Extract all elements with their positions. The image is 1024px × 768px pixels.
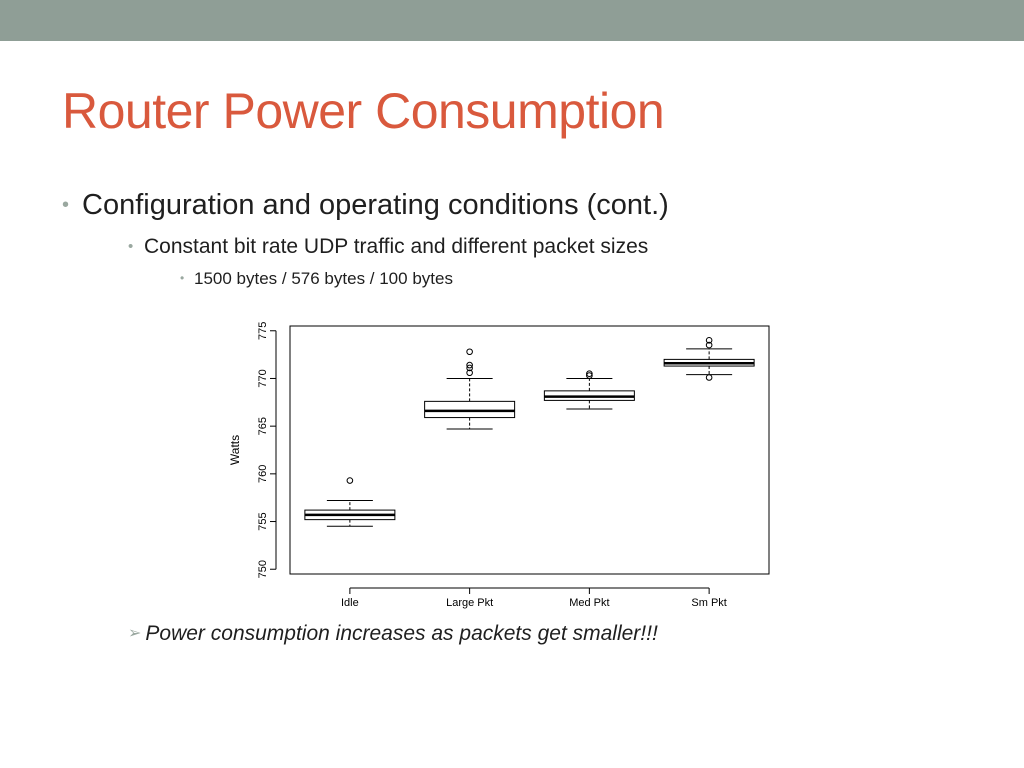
top-accent-bar (0, 0, 1024, 41)
x-tick-label: Med Pkt (569, 597, 609, 609)
outlier-point (466, 364, 473, 372)
y-tick-label: 765 (257, 417, 269, 435)
boxplot-chart: 750 755 760 765 770 775 Idle Large Pkt Med Pkt Sm… (228, 322, 770, 609)
y-tick-label: 770 (257, 369, 269, 387)
conclusion-text: Power consumption increases as packets g… (145, 622, 658, 645)
bullet-text: Constant bit rate UDP traffic and differ… (144, 235, 649, 258)
x-tick-label: Sm Pkt (691, 597, 726, 609)
bullet-level-2: • Constant bit rate UDP traffic and diffe… (128, 235, 648, 259)
x-tick-label: Idle (341, 597, 359, 609)
y-axis-label: Watts (228, 435, 242, 465)
y-tick-label: 755 (257, 512, 269, 530)
outlier-point (346, 477, 354, 484)
bullet-dot-icon: • (62, 194, 70, 216)
y-tick-label: 775 (257, 322, 269, 340)
outlier-point (586, 370, 593, 377)
x-tick-label: Large Pkt (446, 597, 493, 609)
bullet-dot-icon: • (180, 271, 185, 285)
bullet-dot-icon: • (128, 238, 134, 255)
bullet-level-3: • 1500 bytes / 576 bytes / 100 bytes (180, 269, 453, 289)
plot-frame (289, 325, 770, 575)
bullet-text: 1500 bytes / 576 bytes / 100 bytes (194, 269, 453, 288)
y-tick-label: 750 (257, 560, 269, 578)
bullet-level-1: • Configuration and operating conditions … (62, 189, 669, 222)
outlier-point (586, 372, 593, 379)
outlier-point (466, 361, 473, 369)
box-iqr (424, 400, 516, 419)
bullet-text: Configuration and operating conditions (… (82, 189, 669, 221)
y-tick-label: 760 (257, 465, 269, 483)
outlier-point (705, 374, 713, 381)
outlier-point (705, 337, 713, 344)
outlier-point (466, 348, 473, 356)
conclusion-bullet: ➢ Power consumption increases as packets … (128, 622, 658, 646)
slide-title: Router Power Consumption (62, 83, 665, 139)
outlier-point (466, 369, 473, 377)
arrow-bullet-icon: ➢ (128, 625, 142, 642)
outlier-point (705, 341, 713, 349)
